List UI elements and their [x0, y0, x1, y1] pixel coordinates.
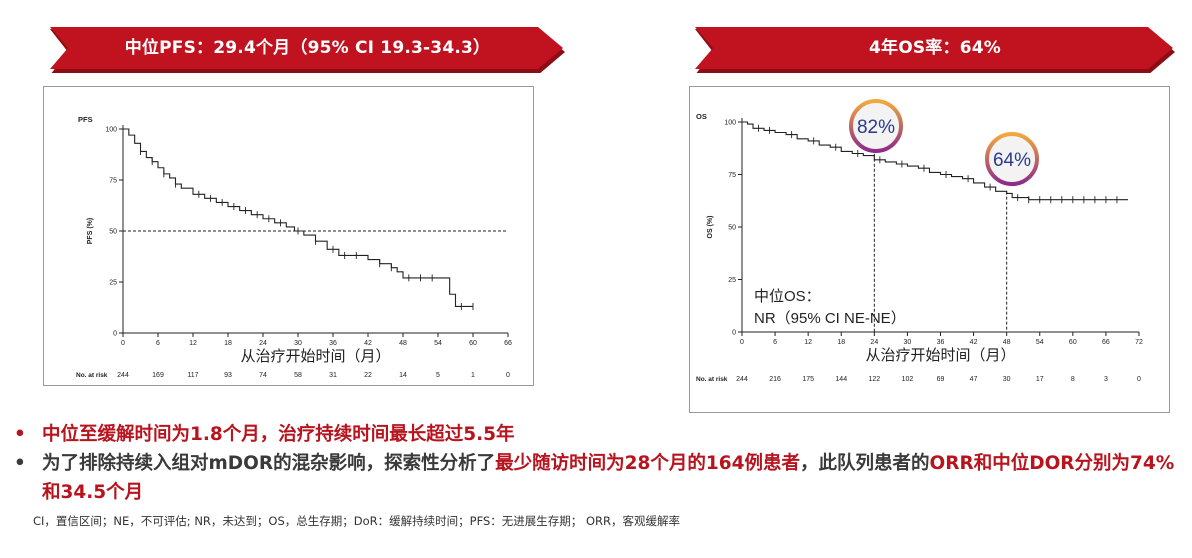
x-tick-label: 54: [434, 340, 442, 347]
y-tick-label: 100: [105, 127, 117, 134]
number-at-risk-value: 144: [835, 376, 847, 383]
x-tick-label: 54: [1036, 339, 1044, 346]
bullet-2-text-a: 为了排除持续入组对mDOR的混杂影响，探索性分析了: [42, 453, 496, 474]
number-at-risk-value: 17: [1036, 376, 1044, 383]
os-banner-text: 4年OS率：64%: [868, 38, 1001, 58]
x-tick-label: 24: [259, 340, 267, 347]
number-at-risk-value: 47: [970, 376, 978, 383]
number-at-risk-value: 74: [259, 372, 267, 379]
x-axis-title: 从治疗开始时间（月）: [865, 347, 1015, 364]
number-at-risk-value: 102: [902, 376, 914, 383]
y-axis-label: OS (%): [707, 216, 714, 239]
number-at-risk-value: 14: [399, 372, 407, 379]
number-at-risk-value: 216: [769, 376, 781, 383]
x-tick-label: 12: [804, 339, 812, 346]
y-tick-label: 50: [728, 225, 736, 232]
km-survival-curve: [742, 121, 1128, 201]
bullet-2-text-b: ，此队列患者的: [799, 453, 930, 474]
annotation-bubble-label: 82%: [857, 117, 895, 138]
y-tick-label: 25: [728, 277, 736, 284]
bullet-2-highlight-b: ORR和中位DOR分别为74%和34.5个月: [42, 453, 1175, 503]
number-at-risk-value: 8: [1071, 376, 1075, 383]
x-tick-label: 0: [740, 339, 744, 346]
x-tick-label: 48: [399, 340, 407, 347]
number-at-risk-value: 169: [152, 372, 164, 379]
number-at-risk-value: 244: [736, 376, 748, 383]
number-at-risk-value: 0: [1137, 376, 1141, 383]
number-at-risk-value: 117: [187, 372, 198, 379]
y-tick-label: 100: [724, 120, 736, 127]
number-at-risk-value: 30: [1003, 376, 1011, 383]
number-at-risk-value: 1: [471, 372, 475, 379]
x-tick-label: 48: [1003, 339, 1011, 346]
x-tick-label: 42: [364, 340, 372, 347]
number-at-risk-value: 22: [364, 372, 372, 379]
bullet-1-text: 中位至缓解时间为1.8个月，治疗持续时间最长超过5.5年: [42, 424, 515, 445]
median-os-text-line1: 中位OS：: [754, 288, 821, 305]
number-at-risk-label: No. at risk: [76, 372, 108, 379]
median-os-text-line2: NR（95% CI NE-NE）: [754, 310, 906, 327]
x-tick-label: 18: [224, 340, 232, 347]
number-at-risk-label: No. at risk: [696, 376, 728, 383]
y-tick-label: 25: [109, 280, 117, 287]
number-at-risk-value: 0: [506, 372, 510, 379]
pfs-banner: 中位PFS：29.4个月（95% CI 19.3-34.3）: [50, 27, 565, 73]
number-at-risk-value: 5: [436, 372, 440, 379]
annotation-bubble: [985, 132, 1039, 186]
y-tick-label: 0: [732, 330, 736, 337]
x-tick-label: 24: [870, 339, 878, 346]
x-tick-label: 72: [1135, 339, 1143, 346]
chart-corner-label: OS: [696, 112, 707, 121]
y-tick-label: 75: [728, 172, 736, 179]
os-banner: 4年OS率：64%: [695, 27, 1175, 73]
y-tick-label: 50: [109, 229, 117, 236]
x-tick-label: 36: [329, 340, 337, 347]
chart-corner-label: PFS: [78, 115, 93, 124]
bullet-list: • 中位至缓解时间为1.8个月，治疗持续时间最长超过5.5年 • 为了排除持续入…: [12, 420, 1182, 507]
number-at-risk-value: 31: [329, 372, 337, 379]
os-chart-panel: 0 25 50 75 100 0 6 12 18 24 30 36 42 48 54 60 66 72 OS (%)…: [689, 86, 1170, 413]
number-at-risk-value: 93: [224, 372, 232, 379]
pfs-chart-panel: 0 25 50 75 100 0 6 12 18 24 30 36 42 48 54 60 66 PFS (%) P…: [43, 86, 534, 386]
number-at-risk-value: 244: [117, 372, 129, 379]
bullet-2-highlight-a: 最少随访时间为28个月的164例患者: [495, 453, 800, 474]
x-tick-label: 60: [1069, 339, 1077, 346]
number-at-risk-value: 58: [294, 372, 302, 379]
x-tick-label: 18: [837, 339, 845, 346]
x-tick-label: 42: [970, 339, 978, 346]
x-tick-label: 30: [904, 339, 912, 346]
x-tick-label: 66: [1102, 339, 1110, 346]
y-axis-label: PFS (%): [87, 218, 94, 244]
bullet-1: • 中位至缓解时间为1.8个月，治疗持续时间最长超过5.5年: [14, 424, 515, 445]
x-tick-label: 6: [156, 340, 160, 347]
number-at-risk-value: 3: [1104, 376, 1108, 383]
x-tick-label: 30: [294, 340, 302, 347]
x-tick-label: 36: [937, 339, 945, 346]
number-at-risk-value: 69: [937, 376, 945, 383]
number-at-risk-value: 122: [868, 376, 880, 383]
x-tick-label: 12: [189, 340, 197, 347]
pfs-banner-text: 中位PFS：29.4个月（95% CI 19.3-34.3）: [124, 38, 491, 58]
y-tick-label: 75: [109, 178, 117, 185]
x-tick-label: 0: [121, 340, 125, 347]
x-tick-label: 6: [773, 339, 777, 346]
annotation-bubble-label: 64%: [993, 150, 1031, 171]
annotation-bubble: [849, 99, 903, 153]
x-tick-label: 60: [469, 340, 477, 347]
x-axis-title: 从治疗开始时间（月）: [240, 348, 390, 365]
bullet-2: • 为了排除持续入组对mDOR的混杂影响，探索性分析了最少随访时间为28个月的1…: [14, 453, 1175, 503]
abbreviation-footnote: CI，置信区间；NE，不可评估; NR，未达到；OS，总生存期；DoR：缓解持续…: [33, 514, 680, 528]
x-tick-label: 66: [504, 340, 512, 347]
y-tick-label: 0: [113, 331, 117, 338]
number-at-risk-value: 175: [802, 376, 814, 383]
